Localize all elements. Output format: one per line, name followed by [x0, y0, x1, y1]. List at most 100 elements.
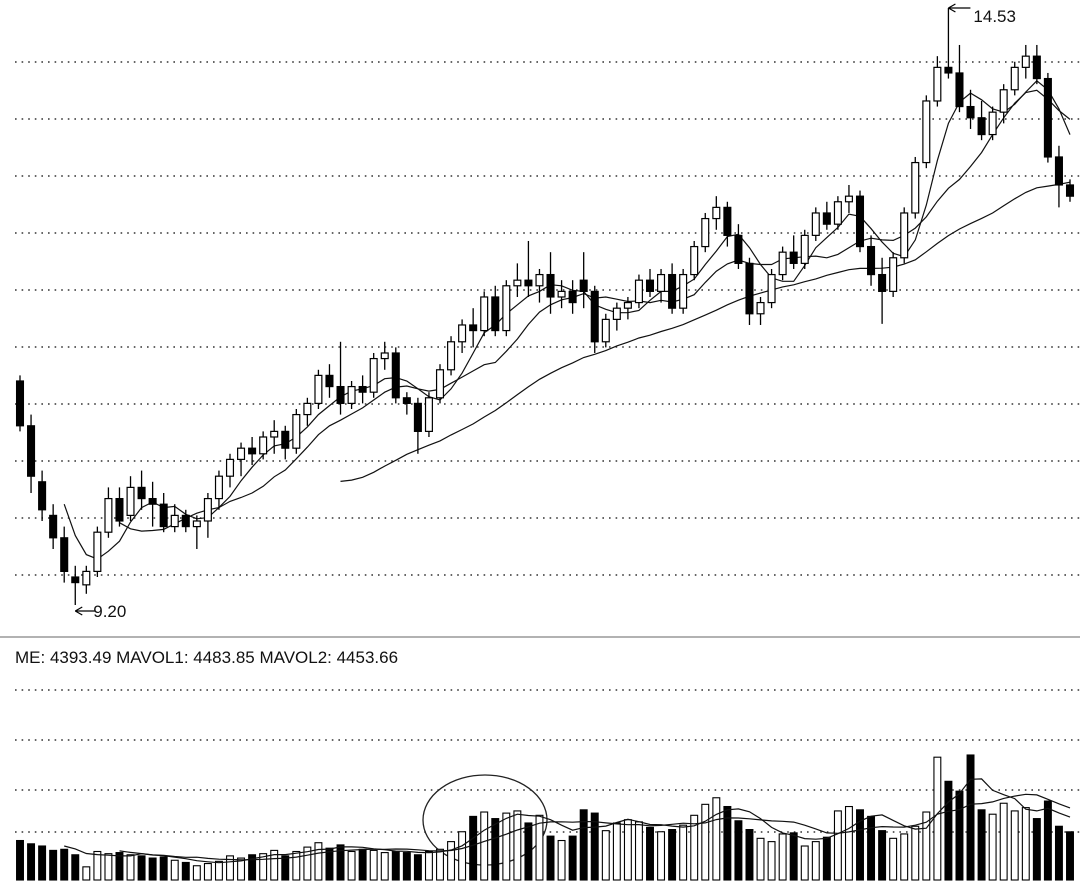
indicator-label: ME: 4393.49 MAVOL1: 4483.85 MAVOL2: 4453…: [15, 648, 398, 667]
volume-bar: [612, 822, 621, 881]
candle-body: [469, 324, 478, 332]
volume-bar: [1054, 825, 1063, 881]
price-ma-line: [340, 181, 1071, 482]
volume-bar: [424, 850, 433, 881]
volume-bar: [646, 826, 654, 881]
volume-bar: [270, 849, 279, 881]
annotation-label: 9.20: [93, 602, 126, 621]
volume-bar: [391, 850, 400, 881]
volume-bar: [723, 805, 732, 881]
candle-body: [380, 352, 389, 360]
candle-body: [1021, 55, 1030, 68]
volume-bar: [878, 830, 887, 881]
candle-body: [811, 212, 820, 236]
volume-bar: [126, 854, 135, 881]
candle-body: [424, 397, 433, 432]
volume-bar: [49, 849, 58, 881]
volume-bar: [27, 843, 36, 881]
volume-bar: [557, 839, 566, 881]
volume-bar: [1066, 831, 1074, 881]
candle-body: [712, 206, 721, 220]
volume-bar: [745, 829, 754, 881]
candle-body: [623, 301, 632, 309]
candle-body: [502, 285, 511, 332]
volume-bar: [1010, 810, 1019, 881]
volume-bar: [369, 849, 378, 881]
volume-bar: [822, 836, 831, 881]
volume-bar: [104, 853, 113, 881]
volume-bar: [911, 825, 920, 881]
candle-body: [270, 430, 279, 438]
volume-bar: [712, 797, 721, 881]
volume-bar: [844, 805, 853, 881]
candle-body: [49, 514, 58, 539]
candle-body: [203, 497, 212, 522]
volume-bar: [192, 865, 201, 881]
volume-bar: [568, 835, 577, 881]
candle-body: [60, 537, 69, 572]
candle-body: [369, 357, 378, 393]
candle-body: [347, 385, 356, 404]
candle-body: [855, 195, 865, 248]
volume-bar: [380, 852, 389, 881]
candle-body: [867, 245, 876, 276]
volume-bar: [71, 854, 80, 881]
candle-body: [1032, 55, 1041, 80]
candle-body: [27, 425, 36, 477]
volume-bar: [811, 841, 820, 881]
candle-body: [248, 447, 257, 455]
candle-body: [922, 100, 931, 164]
volume-bar: [833, 810, 842, 881]
candle-body: [822, 212, 831, 225]
volume-bar: [955, 790, 964, 881]
candle-body: [458, 324, 467, 343]
annotation-arrow: [74, 606, 83, 616]
volume-bar: [170, 859, 179, 881]
volume-bar: [203, 863, 212, 881]
volume-bar: [137, 855, 146, 881]
candle-body: [756, 301, 765, 315]
volume-bar: [800, 845, 809, 881]
volume-bar: [358, 848, 367, 881]
candle-body: [778, 251, 787, 276]
candle-body: [889, 257, 898, 292]
volume-bar: [248, 854, 257, 881]
candle-body: [237, 447, 246, 460]
candle-body: [137, 486, 146, 500]
candle-body: [524, 279, 533, 287]
volume-bar: [900, 833, 909, 881]
candle-body: [601, 318, 610, 343]
volume-bar: [314, 842, 323, 881]
volume-bar: [966, 754, 975, 881]
candle-body: [435, 369, 445, 399]
volume-bar: [303, 846, 312, 881]
volume-bar: [767, 841, 776, 881]
candle-body: [413, 402, 422, 432]
volume-bar: [679, 824, 688, 881]
candle-body: [878, 273, 887, 292]
volume-bar: [413, 854, 422, 881]
candle-body: [999, 89, 1008, 113]
volume-bar: [524, 822, 533, 881]
volume-bar: [159, 856, 168, 881]
candle-body: [1043, 77, 1052, 158]
candle-body: [579, 279, 588, 292]
candle-body: [192, 520, 201, 528]
candle-body: [82, 570, 91, 586]
candle-body: [690, 245, 699, 276]
candle-body: [314, 374, 323, 404]
candle-body: [1010, 66, 1019, 91]
volume-bar: [944, 780, 953, 881]
volume-bar: [856, 809, 864, 881]
volume-bar: [115, 852, 124, 881]
volume-bar: [623, 819, 632, 881]
annotation-arrow: [948, 3, 956, 13]
candle-body: [977, 117, 986, 136]
candle-body: [535, 273, 544, 287]
candle-body: [358, 385, 367, 393]
candle-body: [568, 290, 577, 304]
volume-bar: [778, 833, 787, 881]
candle-body: [15, 380, 25, 427]
volume-bar: [579, 809, 588, 881]
